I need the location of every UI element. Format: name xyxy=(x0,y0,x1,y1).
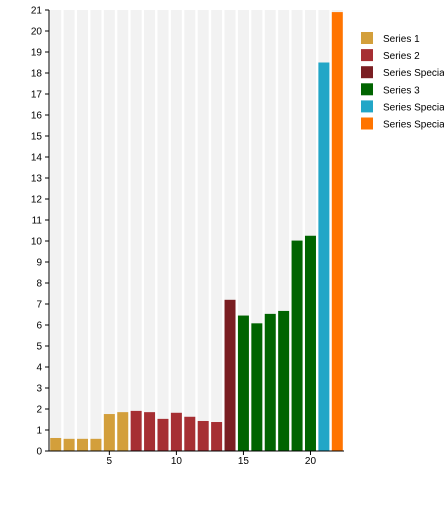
x-tick-label: 10 xyxy=(171,456,183,467)
y-tick-label: 5 xyxy=(36,342,42,353)
legend-swatch xyxy=(361,83,373,96)
legend-swatch xyxy=(361,66,373,79)
background-band xyxy=(90,10,102,451)
background-band xyxy=(130,10,142,451)
bar xyxy=(291,240,303,451)
y-tick-label: 4 xyxy=(36,363,42,374)
bar xyxy=(331,12,343,451)
bar xyxy=(130,410,142,451)
y-tick-label: 10 xyxy=(31,237,43,248)
legend-label: Series Special 3 xyxy=(383,120,444,131)
legend-label: Series Special 1 xyxy=(383,68,444,79)
y-tick-label: 9 xyxy=(36,258,42,269)
bar xyxy=(157,418,169,451)
bar xyxy=(264,313,276,451)
background-band xyxy=(103,10,115,451)
x-axis: 5 10 15 20 xyxy=(49,450,344,467)
y-tick-label: 13 xyxy=(31,174,43,185)
y-tick-label: 16 xyxy=(31,111,43,122)
background-band xyxy=(251,10,263,451)
legend-label: Series 2 xyxy=(383,51,420,62)
y-tick-label: 6 xyxy=(36,321,42,332)
y-tick-label: 21 xyxy=(31,6,43,17)
y-tick-label: 19 xyxy=(31,48,43,59)
background-band xyxy=(184,10,196,451)
x-tick-label: 15 xyxy=(238,456,250,467)
background-band xyxy=(211,10,223,451)
y-tick-label: 11 xyxy=(32,216,43,227)
bar xyxy=(318,62,330,451)
y-tick-label: 8 xyxy=(36,279,42,290)
background-band xyxy=(170,10,182,451)
bar xyxy=(251,323,263,451)
background-band xyxy=(291,10,303,451)
y-tick-label: 14 xyxy=(31,153,43,164)
bar xyxy=(117,412,129,451)
background-band xyxy=(264,10,276,451)
background-band xyxy=(144,10,156,451)
bar xyxy=(63,438,75,451)
background-band xyxy=(197,10,209,451)
background-band xyxy=(63,10,75,451)
background-band xyxy=(157,10,169,451)
bar xyxy=(224,299,236,451)
legend-label: Series 3 xyxy=(383,85,420,96)
bar xyxy=(197,420,209,451)
bar xyxy=(278,310,290,451)
y-tick-label: 2 xyxy=(36,405,42,416)
legend-swatch xyxy=(361,100,373,113)
y-tick-label: 1 xyxy=(36,426,42,437)
y-tick-label: 18 xyxy=(31,69,43,80)
x-tick-label: 20 xyxy=(305,456,317,467)
bar xyxy=(237,315,249,451)
legend-swatch xyxy=(361,32,373,44)
bar xyxy=(211,422,223,451)
bar xyxy=(50,437,62,451)
bar xyxy=(103,414,115,451)
bars xyxy=(50,12,343,451)
background-band xyxy=(237,10,249,451)
y-tick-label: 17 xyxy=(31,90,43,101)
legend-swatch xyxy=(361,49,373,62)
background-band xyxy=(224,10,236,451)
bar xyxy=(304,235,316,451)
background-band xyxy=(77,10,89,451)
y-tick-label: 20 xyxy=(31,27,43,38)
bar xyxy=(170,412,182,451)
legend: Series 1 Series 2 Series Special 1 Series 3… xyxy=(361,32,444,131)
y-tick-label: 12 xyxy=(31,195,43,206)
y-tick-label: 0 xyxy=(36,447,42,458)
bar xyxy=(184,416,196,451)
y-tick-label: 15 xyxy=(31,132,43,143)
x-tick-label: 5 xyxy=(107,456,113,467)
legend-label: Series 1 xyxy=(383,34,420,45)
background-band xyxy=(278,10,290,451)
y-tick-label: 3 xyxy=(36,384,42,395)
background-band xyxy=(50,10,62,451)
y-tick-label: 7 xyxy=(36,300,42,311)
bar xyxy=(144,412,156,451)
background-band xyxy=(117,10,129,451)
background-bands xyxy=(50,10,343,451)
background-band xyxy=(304,10,316,451)
bar xyxy=(77,438,89,451)
legend-swatch xyxy=(361,117,373,130)
bar xyxy=(90,438,102,451)
legend-label: Series Special 2 xyxy=(383,102,444,113)
